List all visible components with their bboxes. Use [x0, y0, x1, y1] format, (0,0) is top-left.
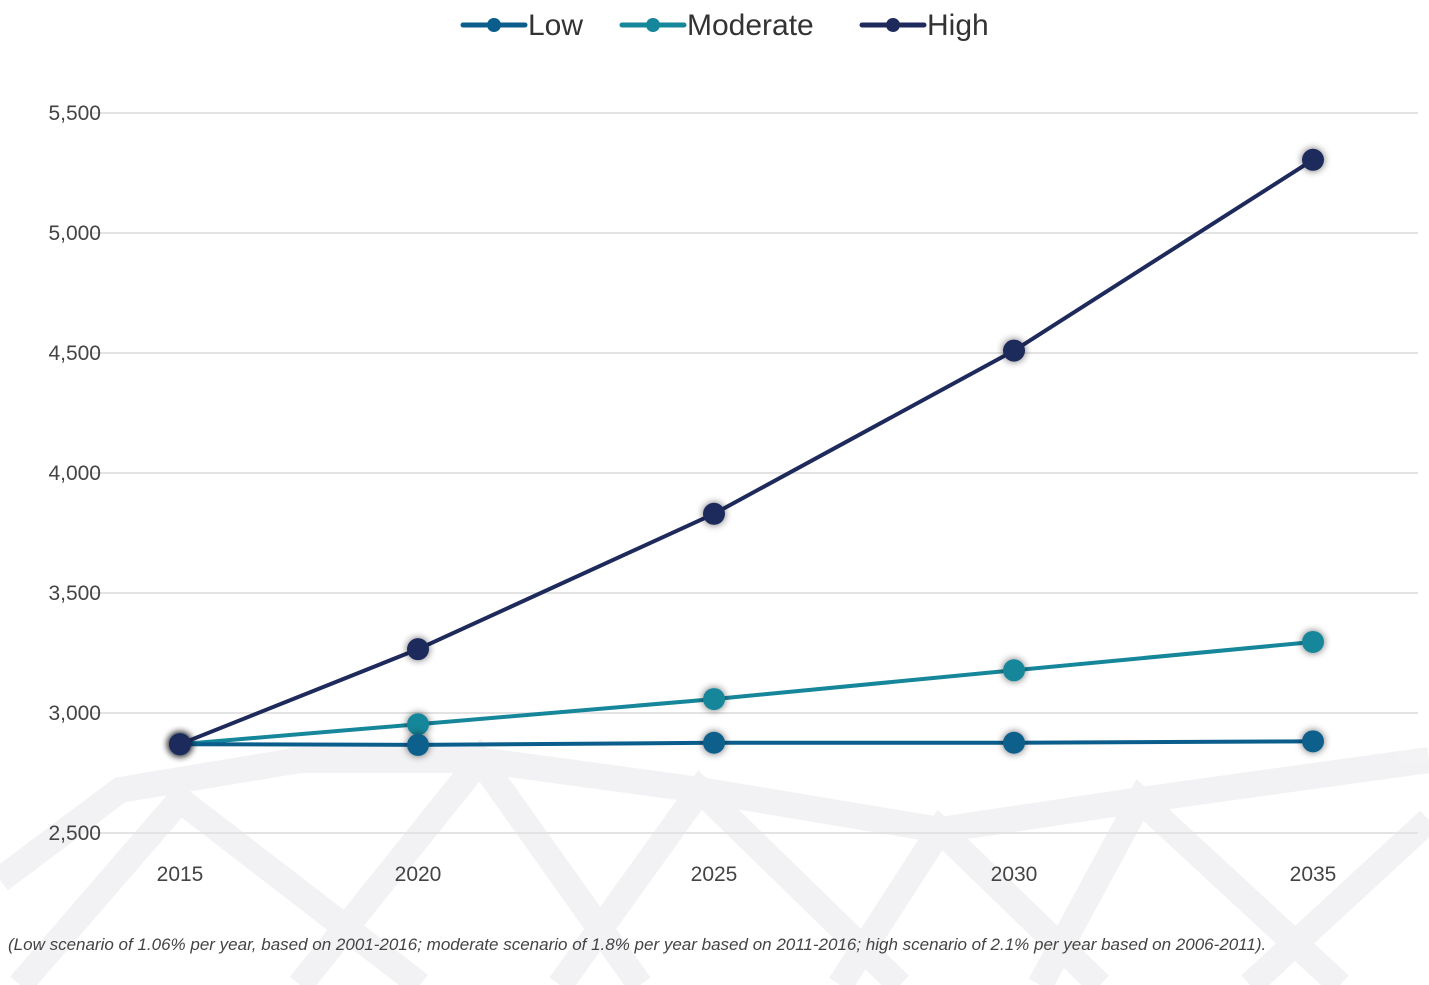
data-point [169, 733, 191, 756]
data-point [407, 733, 429, 756]
data-point [703, 502, 725, 525]
legend-item-low: Low [460, 9, 583, 42]
y-tick-label: 4,000 [48, 462, 101, 485]
x-axis: 2015 2020 2025 2030 2035 [157, 863, 1337, 886]
y-axis: 2,500 3,000 3,500 4,000 4,500 5,000 5,500 [48, 102, 101, 845]
legend-item-high: High [859, 9, 989, 42]
background-lattice-pattern [0, 738, 1429, 985]
footnote: (Low scenario of 1.06% per year, based o… [8, 935, 1267, 954]
data-point [703, 688, 725, 711]
y-tick-label: 3,500 [48, 582, 101, 605]
x-tick-label: 2025 [691, 863, 738, 886]
x-tick-label: 2020 [395, 863, 442, 886]
series-moderate [169, 630, 1324, 756]
y-tick-label: 4,500 [48, 342, 101, 365]
legend-item-moderate: Moderate [619, 9, 814, 42]
data-point [1003, 731, 1025, 754]
legend-marker-dot [646, 18, 660, 32]
legend-marker-dot [487, 18, 501, 32]
data-point [1302, 148, 1324, 171]
x-tick-label: 2030 [991, 863, 1038, 886]
data-point [407, 713, 429, 736]
legend-marker-dot [886, 18, 900, 32]
legend-label: Low [528, 9, 583, 42]
x-tick-label: 2015 [157, 863, 204, 886]
series-line [179, 639, 1314, 747]
series-layer [169, 148, 1324, 756]
data-point [1302, 630, 1324, 653]
data-point [703, 731, 725, 754]
series-high [169, 148, 1324, 756]
y-tick-label: 2,500 [48, 822, 101, 845]
data-point [1302, 730, 1324, 753]
x-tick-label: 2035 [1290, 863, 1337, 886]
data-point [407, 638, 429, 661]
data-point [1003, 659, 1025, 682]
y-tick-label: 3,000 [48, 702, 101, 725]
legend: Low Moderate High [460, 9, 989, 42]
legend-label: High [927, 9, 989, 42]
legend-label: Moderate [687, 9, 814, 42]
y-tick-label: 5,500 [48, 102, 101, 125]
series-line [179, 739, 1314, 747]
data-point [1003, 339, 1025, 362]
y-tick-label: 5,000 [48, 222, 101, 245]
